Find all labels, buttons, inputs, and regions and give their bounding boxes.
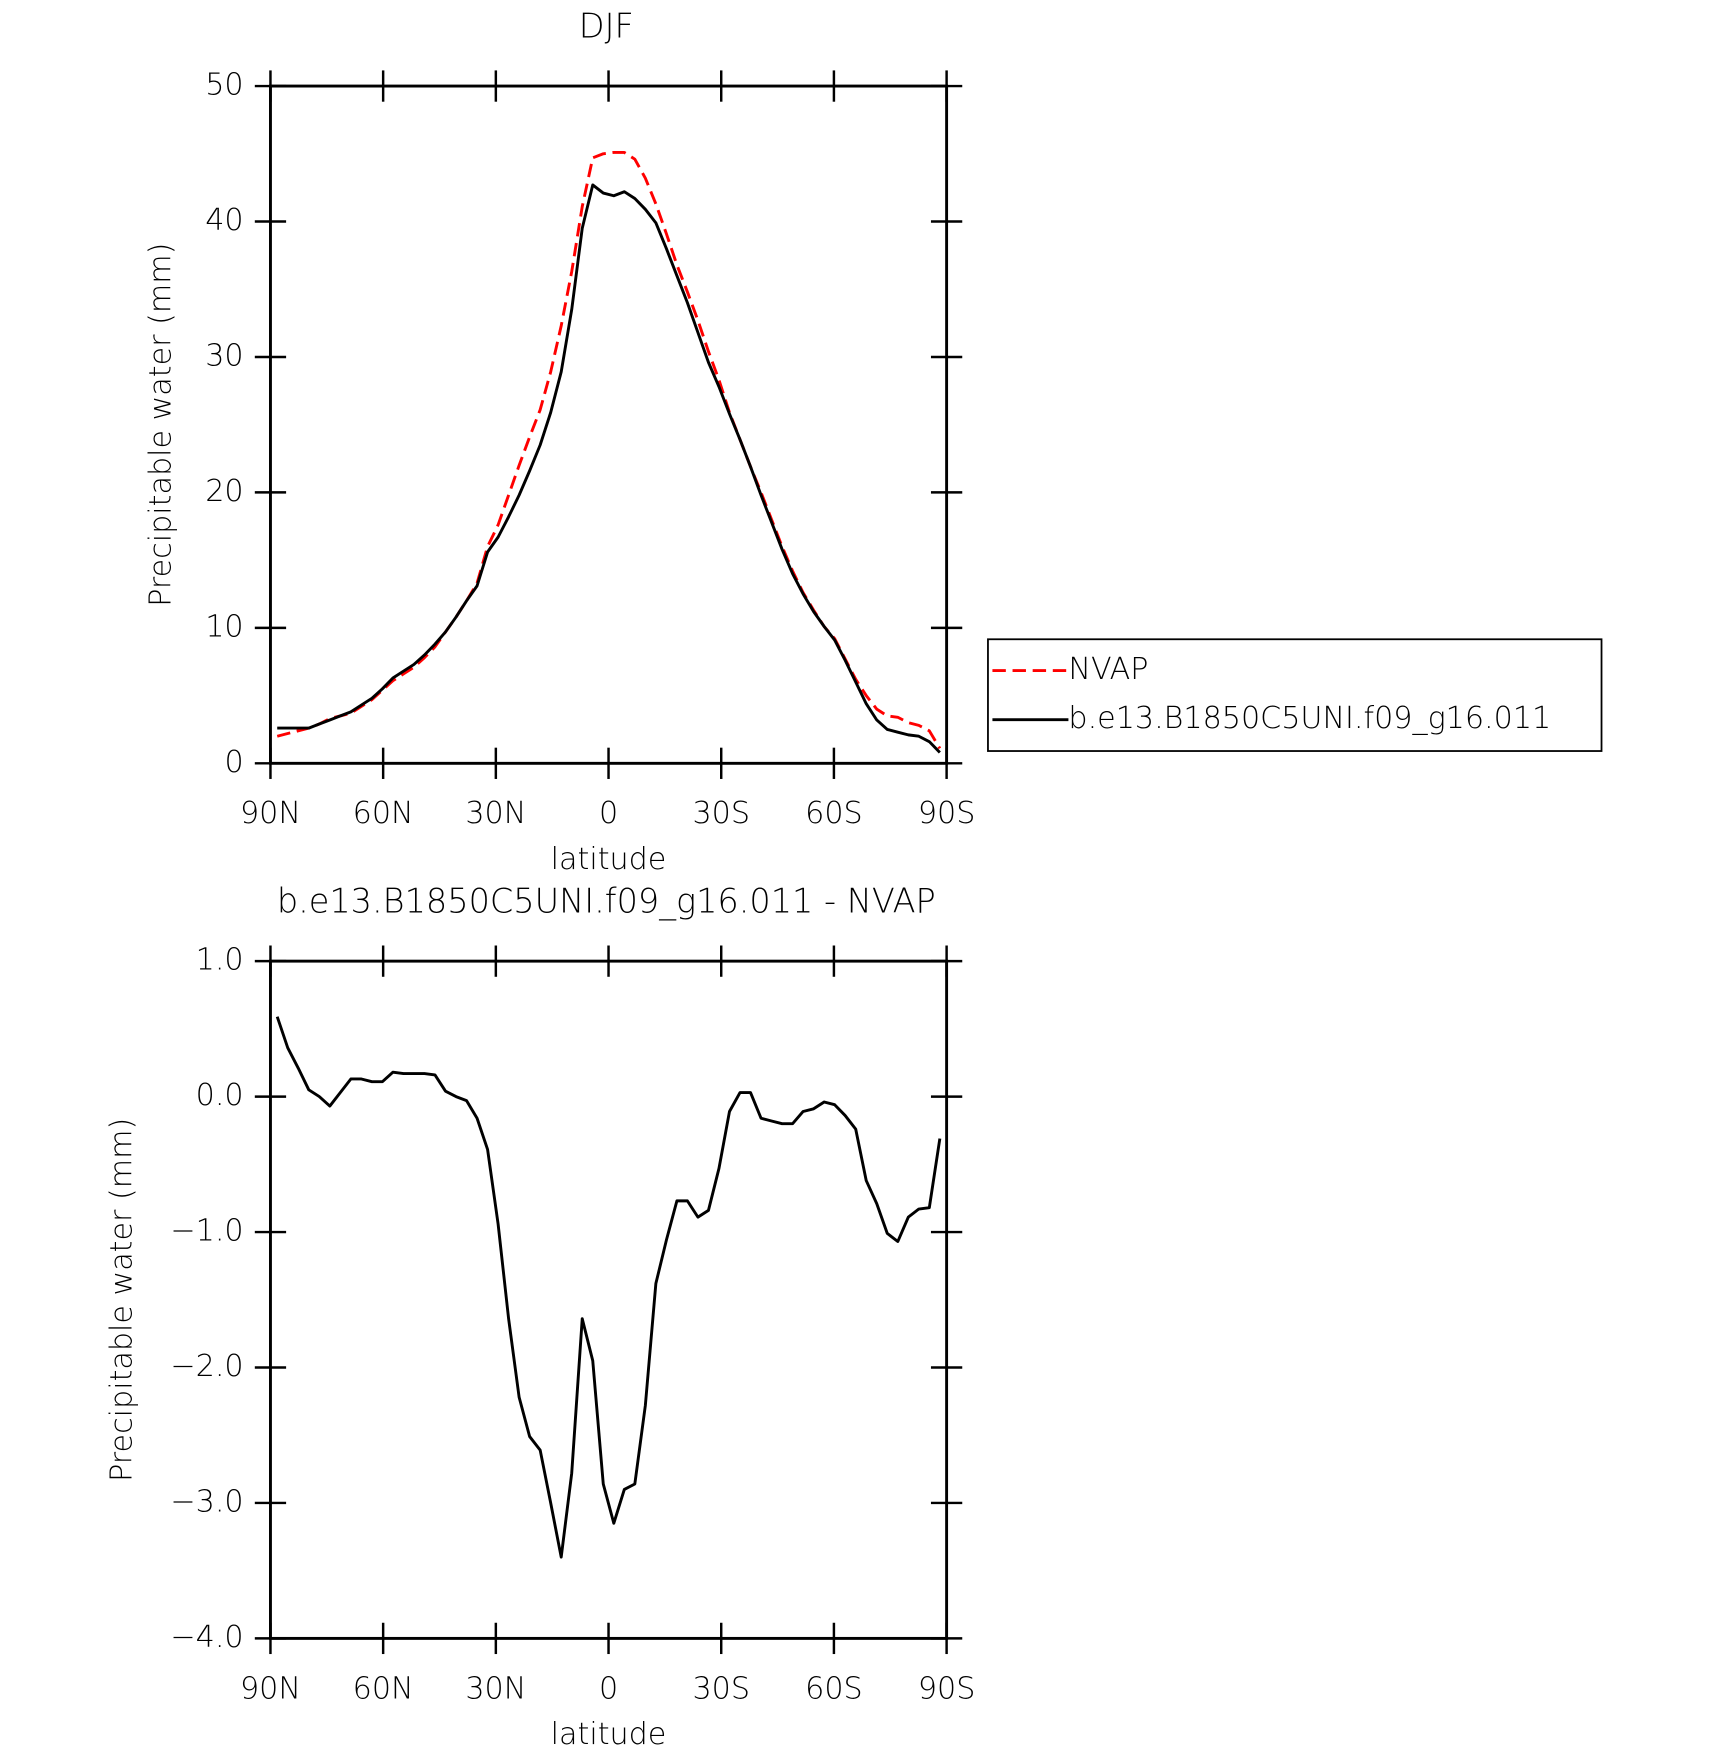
y-tick-label: 40: [205, 203, 243, 238]
x-tick-label: 30N: [465, 1671, 526, 1706]
legend-label: NVAP: [1068, 652, 1148, 687]
x-tick-label: 90N: [240, 1671, 301, 1706]
figure-body: 0 10 20 30 40 50 90N 60N 30N 0 30S 60S 90S DJF latitud…: [104, 6, 1603, 1752]
y-tick-label: 10: [205, 609, 243, 644]
x-tick-label: 90S: [918, 1671, 976, 1706]
x-tick-label: 30N: [465, 796, 526, 831]
x-tick-label: 60S: [805, 1671, 863, 1706]
y-tick-label: 0.0: [196, 1078, 244, 1113]
x-tick-label: 90S: [918, 796, 976, 831]
y-tick-label: −1.0: [170, 1214, 243, 1249]
y-tick-label: −2.0: [170, 1349, 243, 1384]
chart-title: b.e13.B1850C5UNI.f09_g16.011 - NVAP: [277, 882, 936, 922]
x-tick-label: 60S: [805, 796, 863, 831]
legend-box: [987, 638, 1603, 752]
y-tick-label: 30: [205, 338, 243, 373]
x-tick-label: 0: [599, 1671, 618, 1706]
y-tick-label: 50: [205, 68, 243, 103]
chart-title: DJF: [579, 6, 634, 45]
y-axis-label: Precipitable water (mm): [144, 243, 179, 607]
legend-label: b.e13.B1850C5UNI.f09_g16.011: [1068, 701, 1551, 736]
data-line: [277, 183, 941, 754]
x-tick-label: 60N: [353, 796, 414, 831]
y-tick-label: 20: [205, 474, 243, 509]
y-tick-label: −3.0: [170, 1484, 243, 1519]
y-axis-label: Precipitable water (mm): [104, 1118, 139, 1482]
x-tick-label: 30S: [692, 796, 750, 831]
x-tick-label: 60N: [353, 1671, 414, 1706]
y-tick-label: 0: [224, 745, 243, 780]
y-tick-label: −4.0: [170, 1620, 243, 1655]
y-tick-label: 1.0: [196, 943, 244, 978]
x-axis-label: latitude: [551, 842, 667, 877]
x-tick-label: 90N: [240, 796, 301, 831]
x-tick-label: 0: [599, 796, 618, 831]
x-tick-label: 30S: [692, 1671, 750, 1706]
data-line: [275, 1016, 942, 1559]
x-axis-label: latitude: [551, 1717, 667, 1752]
